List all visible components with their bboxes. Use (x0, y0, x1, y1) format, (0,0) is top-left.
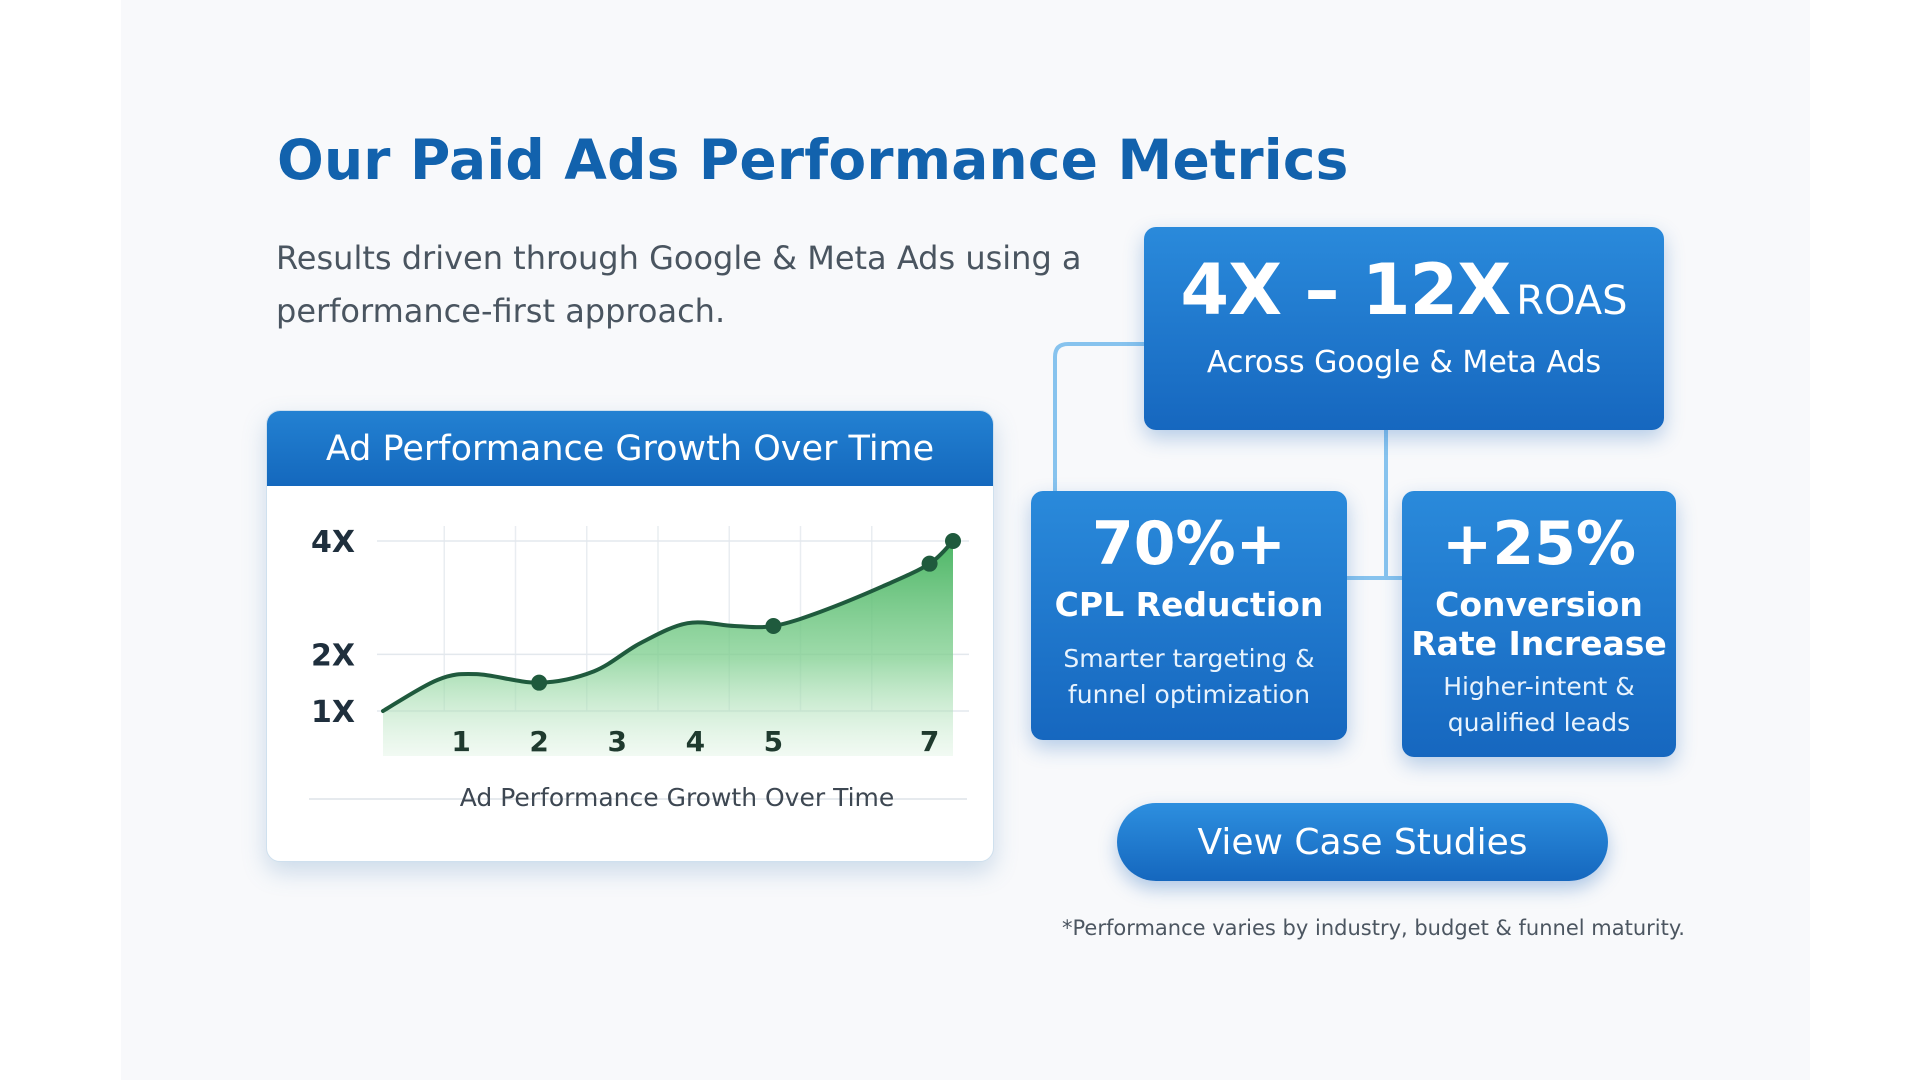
roas-headline: 4X – 12X ROAS (1144, 249, 1664, 331)
conversion-detail: Higher-intent & qualified leads (1443, 672, 1635, 737)
connector-roas-cpl (1053, 342, 1144, 491)
y-tick-label: 1X (311, 695, 355, 730)
x-tick-label: 7 (920, 725, 939, 758)
page-title: Our Paid Ads Performance Metrics (277, 128, 1349, 192)
cpl-detail: Smarter targeting & funnel optimization (1063, 644, 1315, 709)
data-point (945, 533, 961, 549)
roas-card: 4X – 12X ROAS Across Google & Meta Ads (1144, 227, 1664, 430)
cpl-label: CPL Reduction (1054, 585, 1324, 624)
cpl-card: 70%+ CPL Reduction Smarter targeting & f… (1031, 491, 1347, 740)
data-point (921, 555, 938, 572)
x-tick-label: 5 (764, 725, 783, 758)
conversion-card: +25% Conversion Rate Increase Higher-int… (1402, 491, 1676, 757)
x-tick-label: 2 (529, 725, 548, 758)
conversion-label: Conversion Rate Increase (1411, 585, 1667, 663)
x-axis-label: Ad Performance Growth Over Time (459, 783, 895, 812)
roas-unit: ROAS (1516, 278, 1628, 324)
y-tick-label: 4X (311, 525, 355, 560)
x-tick-label: 4 (686, 725, 705, 758)
growth-chart: 1X 2X 4X 1 2 3 4 5 7 (309, 525, 969, 800)
data-point (765, 618, 782, 634)
page-subtitle: Results driven through Google & Meta Ads… (276, 239, 1082, 330)
data-point (531, 674, 548, 691)
conversion-value: +25% (1442, 509, 1636, 579)
cpl-value: 70%+ (1092, 509, 1286, 579)
x-tick-labels: 1 2 3 4 5 7 (451, 725, 939, 758)
footnote: *Performance varies by industry, budget … (1062, 916, 1685, 940)
roas-value: 4X – 12X (1180, 249, 1511, 331)
series-markers (531, 533, 961, 691)
chart-title: Ad Performance Growth Over Time (267, 411, 993, 486)
view-case-studies-button[interactable]: View Case Studies (1117, 803, 1608, 881)
chart-card: Ad Performance Growth Over Time 1X 2X 4X 1… (266, 410, 994, 862)
series-area (383, 541, 953, 756)
roas-subtitle: Across Google & Meta Ads (1206, 345, 1602, 380)
y-tick-label: 2X (311, 638, 355, 673)
x-tick-label: 3 (608, 725, 627, 758)
y-tick-labels: 1X 2X 4X (311, 525, 355, 730)
x-tick-label: 1 (451, 725, 470, 758)
series-line (381, 539, 955, 713)
